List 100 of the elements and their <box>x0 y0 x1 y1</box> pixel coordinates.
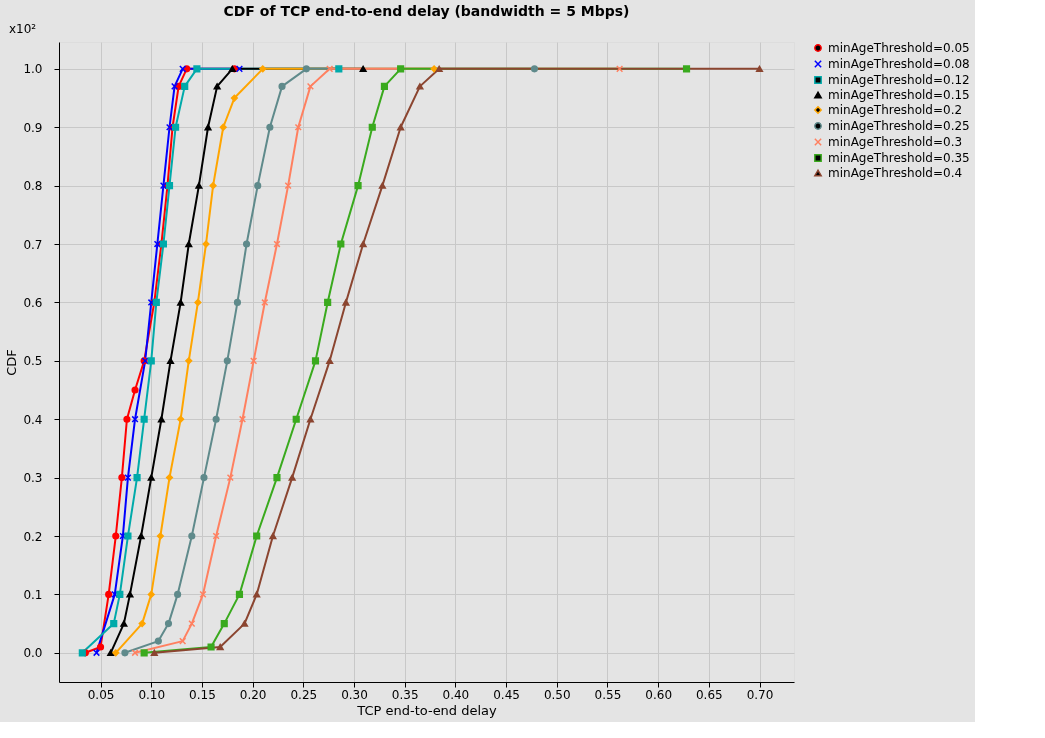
point <box>530 65 539 73</box>
point <box>302 65 310 73</box>
point <box>253 532 261 540</box>
legend-label: minAgeThreshold=0.35 <box>828 151 970 165</box>
point <box>170 82 179 90</box>
point <box>177 299 185 306</box>
point <box>294 123 302 131</box>
point <box>185 240 193 248</box>
legend-label: minAgeThreshold=0.08 <box>828 57 970 71</box>
point <box>223 357 231 365</box>
point <box>378 182 386 189</box>
legend-label: minAgeThreshold=0.4 <box>828 166 963 180</box>
point <box>147 590 155 598</box>
y-tick-label: 0.5 <box>23 354 43 369</box>
point <box>147 474 155 481</box>
point <box>273 240 281 248</box>
point <box>397 124 405 131</box>
point <box>207 643 215 651</box>
point <box>150 649 158 656</box>
point <box>213 83 221 90</box>
point <box>233 298 242 307</box>
point <box>288 474 296 481</box>
point <box>164 620 173 628</box>
point <box>181 82 189 90</box>
y-tick-label: 0.3 <box>23 471 43 486</box>
point <box>212 415 220 423</box>
point <box>96 643 105 651</box>
point <box>156 532 164 540</box>
point <box>112 532 120 540</box>
y-tick-label: 0.9 <box>23 120 43 135</box>
legend-label: minAgeThreshold=0.25 <box>828 119 970 133</box>
legend-label: minAgeThreshold=0.05 <box>828 41 970 55</box>
legend-label: minAgeThreshold=0.12 <box>828 73 970 87</box>
point <box>195 182 203 189</box>
y-tick-label: 0.7 <box>23 237 43 252</box>
point <box>110 620 118 628</box>
point <box>159 182 167 190</box>
point <box>174 590 182 598</box>
y-tick-label: 1.0 <box>23 62 43 77</box>
y-axis-title: CDF <box>4 349 20 376</box>
y-tick-label: 0.4 <box>23 412 43 427</box>
point <box>306 82 314 90</box>
point <box>165 474 174 482</box>
x-tick-label: 0.10 <box>138 687 166 702</box>
point <box>278 82 286 90</box>
point <box>219 123 227 131</box>
point <box>216 643 224 651</box>
chart-title: CDF of TCP end-to-end delay (bandwidth = 5 Mbps) <box>223 3 630 19</box>
point <box>380 82 389 90</box>
point <box>120 620 128 627</box>
point <box>105 590 113 598</box>
point <box>226 474 234 482</box>
text: x10² <box>9 22 37 36</box>
y-tick-label: 0.1 <box>23 587 43 602</box>
point <box>755 65 764 73</box>
point <box>188 532 196 540</box>
point <box>166 357 175 365</box>
point <box>337 240 345 248</box>
point <box>140 649 148 657</box>
point <box>435 65 443 73</box>
point <box>266 123 274 131</box>
point <box>154 637 162 645</box>
x-tick-label: 0.40 <box>442 687 470 702</box>
point <box>199 590 207 598</box>
point <box>137 532 145 540</box>
point <box>177 415 185 423</box>
point <box>220 620 228 628</box>
point <box>185 357 193 365</box>
point <box>254 182 262 190</box>
point <box>368 123 376 131</box>
point <box>131 386 139 394</box>
point <box>118 474 126 482</box>
point <box>116 590 124 598</box>
x-tick-label: 0.35 <box>391 687 419 702</box>
point <box>240 620 249 627</box>
point <box>126 591 134 598</box>
legend-label: minAgeThreshold=0.3 <box>828 135 963 149</box>
point <box>273 474 281 482</box>
point <box>335 65 343 73</box>
point <box>259 65 267 73</box>
x-tick-label: 0.20 <box>239 687 267 702</box>
point <box>342 299 350 306</box>
point <box>204 124 212 131</box>
x-tick-label: 0.15 <box>189 687 216 702</box>
point <box>200 474 208 482</box>
legend-label: minAgeThreshold=0.2 <box>828 103 963 117</box>
x-tick-label: 0.30 <box>341 687 368 702</box>
point <box>253 591 261 598</box>
point <box>359 240 367 248</box>
point <box>324 298 332 307</box>
point <box>242 240 251 248</box>
x-tick-label: 0.65 <box>695 687 723 702</box>
point <box>269 532 277 540</box>
point <box>354 182 362 190</box>
y-tick-label: 0.2 <box>23 529 43 544</box>
x-tick-label: 0.45 <box>493 687 520 702</box>
point <box>138 620 146 628</box>
point <box>397 65 405 73</box>
point <box>133 474 141 482</box>
point <box>416 83 424 90</box>
